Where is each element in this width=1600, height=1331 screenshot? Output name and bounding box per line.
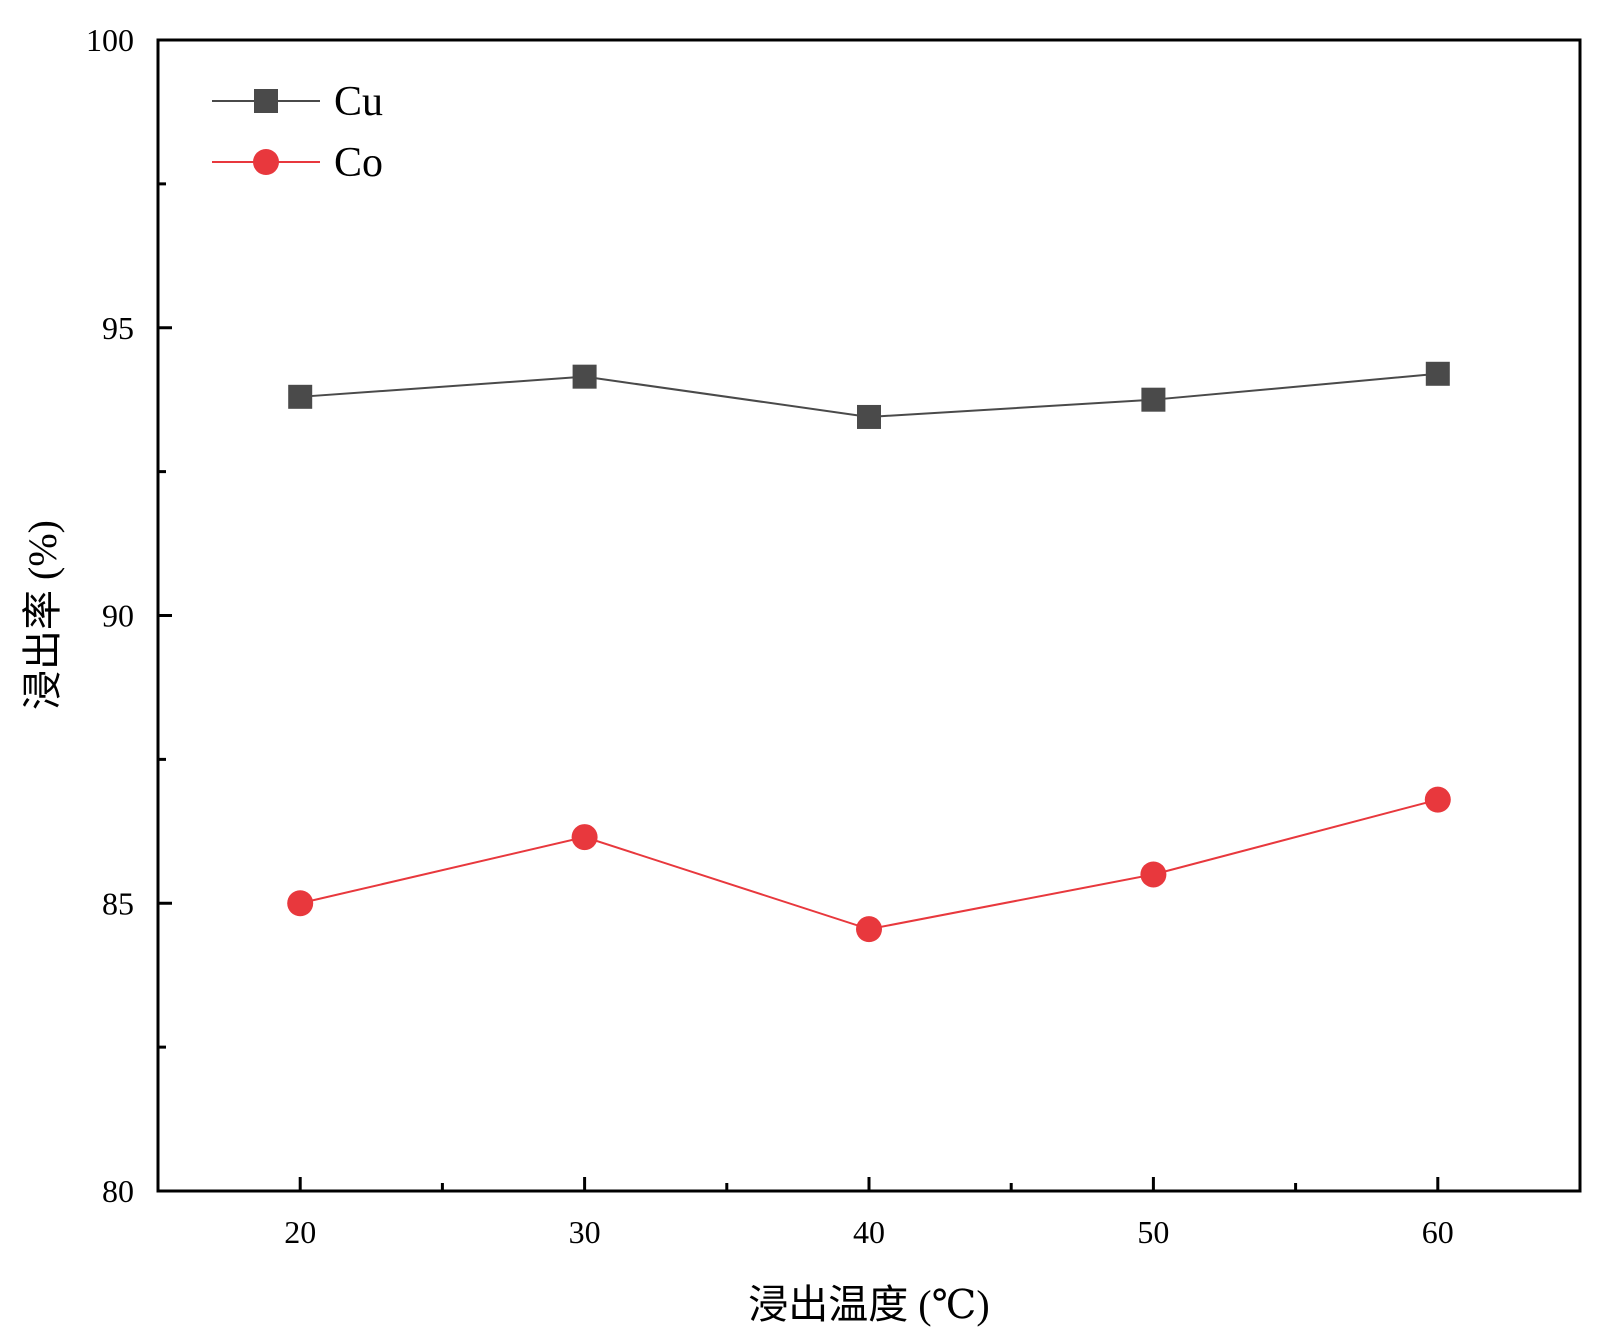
- data-point-cu: [1141, 387, 1166, 412]
- data-point-co: [1140, 861, 1167, 888]
- plot-frame: [156, 38, 1582, 1193]
- y-tick-label: 80: [102, 1173, 134, 1209]
- x-tick-label: 50: [1137, 1214, 1169, 1250]
- x-tick-label: 60: [1422, 1214, 1454, 1250]
- data-point-co: [571, 824, 598, 851]
- x-tick-label: 30: [569, 1214, 601, 1250]
- data-point-cu: [1425, 361, 1450, 386]
- x-tick-label: 40: [853, 1214, 885, 1250]
- data-point-co: [287, 890, 314, 917]
- data-point-cu: [288, 384, 313, 409]
- legend-label-cu: Cu: [334, 79, 383, 125]
- series-layer: [287, 361, 1451, 943]
- data-point-co: [856, 916, 882, 943]
- y-tick-label: 85: [102, 885, 134, 921]
- y-tick-label: 100: [86, 22, 134, 58]
- data-point-co: [1424, 786, 1451, 813]
- y-axis-title: 浸出率 (%): [20, 520, 65, 710]
- data-point-cu: [572, 364, 597, 389]
- legend-marker-cu: [254, 89, 278, 113]
- x-axis-title: 浸出温度 (℃): [748, 1282, 989, 1327]
- legend-marker-co: [253, 149, 279, 175]
- legend: Cu Co: [212, 79, 383, 186]
- series-line-co: [299, 798, 1439, 931]
- y-tick-label: 95: [102, 310, 134, 346]
- y-tick-label: 90: [102, 598, 134, 634]
- x-tick-label: 20: [284, 1214, 316, 1250]
- axis-ticks: 80 85 90 95 100 20 30 40 50 60: [86, 22, 1454, 1250]
- data-point-cu: [857, 404, 881, 429]
- legend-label-co: Co: [334, 140, 383, 186]
